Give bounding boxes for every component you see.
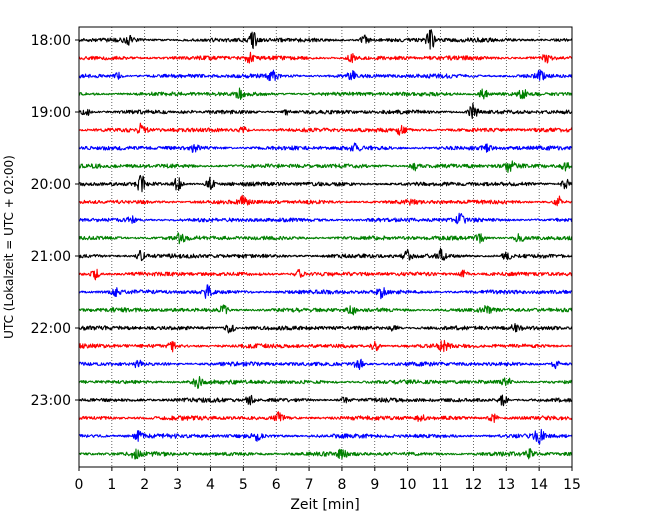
vertical-grid [111, 27, 540, 467]
x-tick-label: 11 [432, 477, 450, 493]
x-tick-label: 4 [206, 477, 215, 493]
x-axis-ticks: 0 1 2 3 4 5 6 7 8 9 10 11 12 13 14 15 [75, 467, 581, 493]
y-axis-label: UTC (Lokalzeit = UTC + 02:00) [2, 155, 16, 339]
y-axis-ticks: 18:00 19:00 20:00 21:00 22:00 23:00 [31, 33, 79, 409]
trace-2330 [78, 428, 573, 445]
y-tick-label: 19:00 [31, 105, 71, 121]
x-tick-label: 2 [140, 477, 149, 493]
trace-2115 [78, 268, 573, 281]
trace-1945 [78, 160, 573, 173]
trace-1830 [78, 69, 573, 82]
x-tick-label: 13 [497, 477, 515, 493]
y-tick-label: 22:00 [31, 321, 71, 337]
y-tick-label: 21:00 [31, 249, 71, 265]
trace-2145 [78, 304, 573, 316]
x-tick-label: 15 [563, 477, 581, 493]
x-axis-label: Zeit [min] [290, 497, 359, 513]
trace-2300 [78, 394, 573, 407]
trace-2100 [78, 247, 573, 262]
x-tick-label: 9 [370, 477, 379, 493]
trace-2345 [78, 448, 573, 460]
trace-2230 [78, 358, 573, 371]
y-tick-label: 18:00 [31, 33, 71, 49]
trace-2200 [78, 323, 573, 334]
trace-1845 [78, 87, 573, 101]
plot-frame [78, 26, 573, 468]
trace-2000 [78, 174, 573, 193]
y-tick-label: 23:00 [31, 393, 71, 409]
trace-2015 [78, 194, 573, 207]
x-tick-label: 3 [173, 477, 182, 493]
trace-1815 [78, 51, 573, 64]
x-tick-label: 7 [305, 477, 314, 493]
trace-1900 [78, 102, 573, 120]
x-tick-label: 12 [464, 477, 482, 493]
x-tick-label: 5 [239, 477, 248, 493]
trace-2045 [78, 232, 573, 245]
x-tick-label: 1 [107, 477, 116, 493]
trace-2215 [79, 339, 573, 353]
trace-2315 [78, 411, 573, 424]
x-tick-label: 0 [75, 477, 84, 493]
seismic-traces [78, 29, 573, 460]
trace-1930 [78, 142, 573, 153]
x-tick-label: 10 [399, 477, 417, 493]
trace-2245 [78, 376, 573, 389]
x-tick-label: 14 [530, 477, 548, 493]
trace-2030 [78, 212, 573, 225]
trace-1915 [78, 122, 573, 136]
trace-2130 [78, 284, 573, 300]
trace-1800 [78, 29, 573, 50]
x-tick-label: 6 [272, 477, 281, 493]
x-tick-label: 8 [337, 477, 346, 493]
y-tick-label: 20:00 [31, 177, 71, 193]
